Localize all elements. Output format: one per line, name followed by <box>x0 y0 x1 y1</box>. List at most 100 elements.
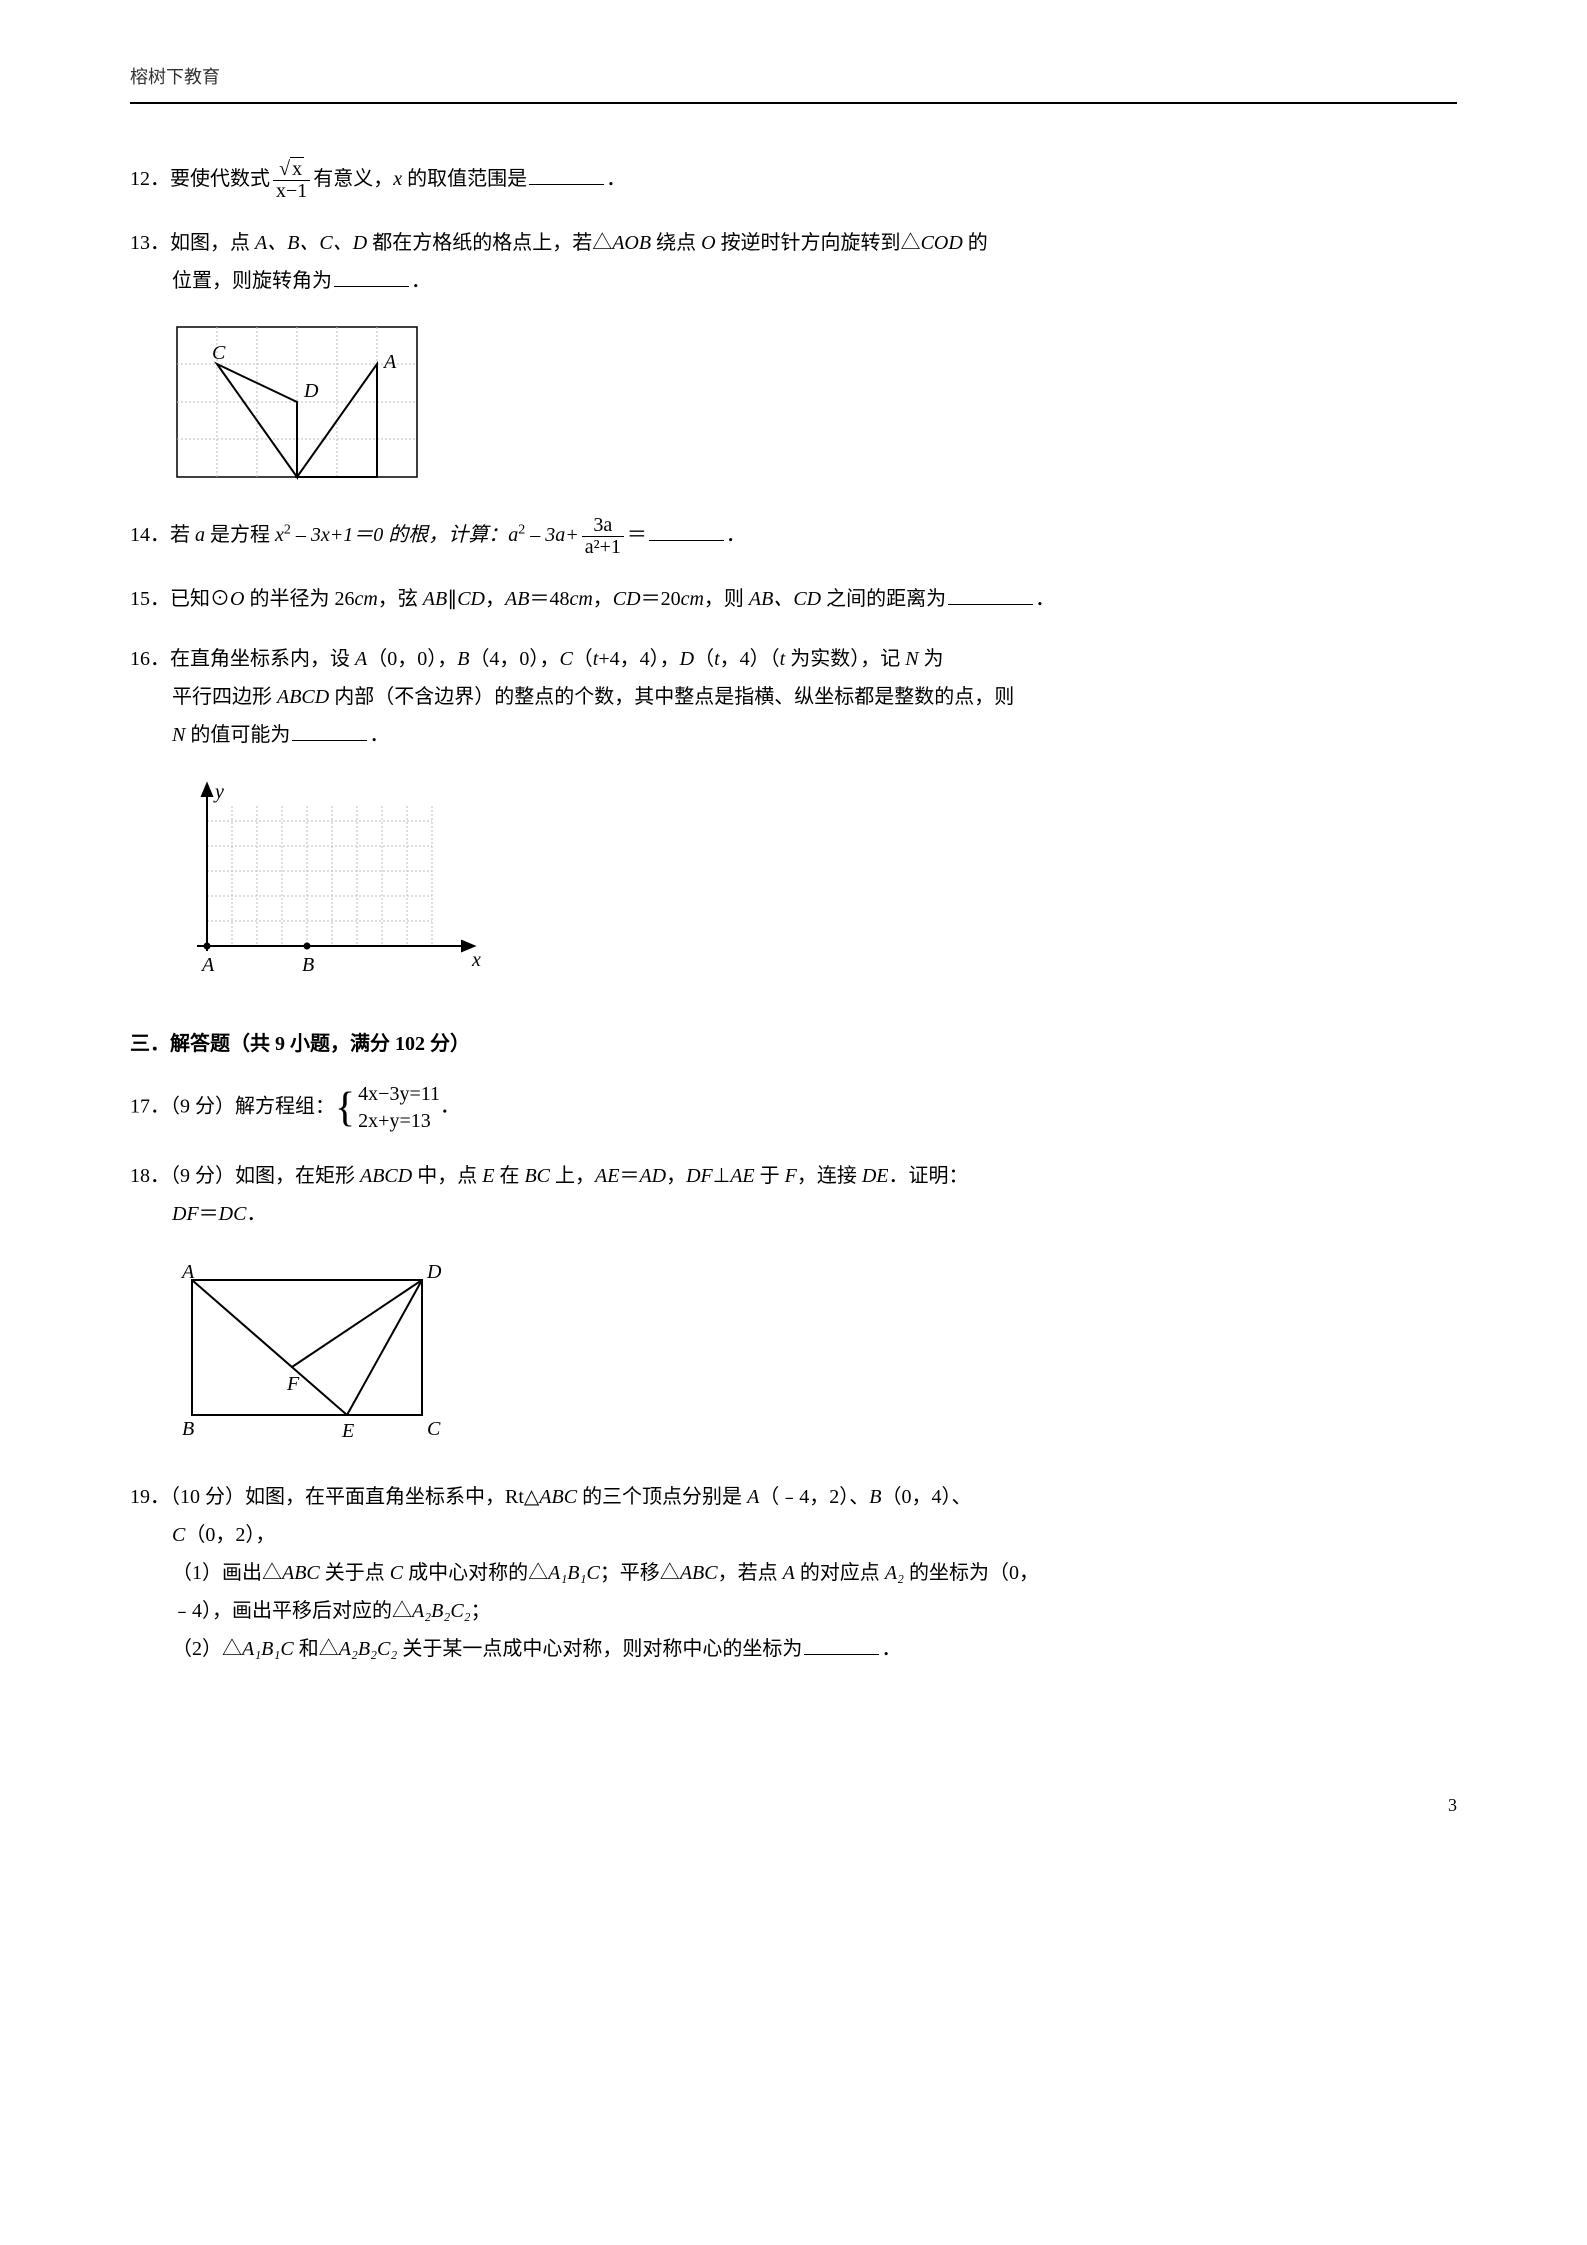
q17-text: 解方程组： <box>235 1096 335 1118</box>
q19-l1a: 如图，在平面直角坐标系中，Rt△ <box>245 1486 539 1508</box>
q18-l1b: 中，点 <box>412 1165 482 1187</box>
q16-D: D <box>680 648 694 670</box>
q15-end: ． <box>1035 588 1055 610</box>
q19-p1h: ﹣4），画出平移后对应的△ <box>172 1600 412 1622</box>
q18-DE: DE <box>862 1165 889 1187</box>
q19-C2: C <box>390 1562 403 1584</box>
q18-lF: F <box>286 1373 300 1395</box>
q18-perp: ⊥ <box>713 1165 730 1187</box>
q16-Bp: （4，0） <box>469 648 539 670</box>
q16-label-x: x <box>471 949 481 971</box>
q16-Ap: （0，0） <box>367 648 437 670</box>
question-14: 14．若 a 是方程 x2 – 3x+1＝0 的根，计算：a2 – 3a+3aa… <box>130 515 1457 558</box>
q12-frac-num: x <box>290 157 304 180</box>
q12-post2: 的取值范围是 <box>402 168 527 190</box>
q18-figure: A D F B E C <box>172 1255 1457 1458</box>
q12-var: x <box>393 168 402 190</box>
q12-post1: 有意义， <box>313 168 393 190</box>
q16-l2a: 平行四边形 <box>172 686 277 708</box>
q19-semi: ； <box>471 1600 491 1622</box>
q17-pts: （9 分） <box>170 1096 235 1118</box>
q18-DF: DF <box>686 1165 713 1187</box>
q18-lC: C <box>427 1418 441 1440</box>
q15-par: ∥ <box>447 588 457 610</box>
q16-label-a: A <box>200 954 215 976</box>
q19-B: B <box>869 1486 881 1508</box>
q16-l2b: 内部（不含边界）的整点的个数，其中整点是指横、纵坐标都是整数的点，则 <box>329 686 1014 708</box>
q13-svg: C A D O B <box>172 322 422 482</box>
q16-l1c: 为 <box>919 648 944 670</box>
q17-eqstack: 4x−3y=112x+y=13 <box>358 1081 440 1135</box>
question-16: 16．在直角坐标系内，设 A（0，0），B（4，0），C（t+4，4），D（t，… <box>130 640 1457 754</box>
q18-ABCD: ABCD <box>360 1165 412 1187</box>
q14-exprmid: – 3a+ <box>525 524 579 546</box>
q18-E: E <box>482 1165 494 1187</box>
q18-lA: A <box>180 1261 195 1283</box>
q13-label-d: D <box>303 380 319 402</box>
question-19: 19．（10 分）如图，在平面直角坐标系中，Rt△ABC 的三个顶点分别是 A（… <box>130 1478 1457 1668</box>
q14-eqrest: – 3x+1＝0 的根，计算： <box>291 524 508 546</box>
q18-end: ． <box>246 1203 266 1225</box>
q15-cd: CD <box>457 588 485 610</box>
q19-p1f: 的对应点 <box>795 1562 885 1584</box>
q16-N2: N <box>172 724 185 746</box>
q15-cm2: cm <box>569 588 592 610</box>
q13-t2: COD <box>921 232 963 254</box>
q14-equals: ＝ <box>627 524 647 546</box>
q15-abv: AB <box>505 588 529 610</box>
q16-Dpo: （ <box>694 648 714 670</box>
q16-l1b: ，记 <box>860 648 905 670</box>
q19-p1a: （1）画出△ <box>172 1562 282 1584</box>
q16-tno: （ <box>770 648 780 670</box>
q18-DC: DC <box>219 1203 247 1225</box>
q13-pts: A、B、C、D <box>255 232 367 254</box>
q16-end: ． <box>369 724 389 746</box>
q16-l3a: 的值可能为 <box>185 724 290 746</box>
q18-l1e: 于 <box>755 1165 785 1187</box>
q19-l1b: 的三个顶点分别是 <box>577 1486 747 1508</box>
q17-brace: { <box>335 1087 355 1129</box>
q14-mid1: 是方程 <box>205 524 275 546</box>
q13-l2a: 位置，则旋转角为 <box>172 270 332 292</box>
q15-mid2: ，弦 <box>378 588 423 610</box>
q14-expra: a <box>508 524 518 546</box>
q18-pts: （9 分） <box>170 1165 235 1187</box>
q19-A: A <box>747 1486 759 1508</box>
q16-svg: y x A B <box>172 776 492 986</box>
q13-l1e: 的 <box>963 232 988 254</box>
q15-ab2: AB、CD <box>749 588 821 610</box>
q16-c2: ， <box>539 648 559 670</box>
q13-label-o: O <box>290 480 304 482</box>
q19-ABC3: ABC <box>680 1562 718 1584</box>
q19-C: C <box>172 1524 185 1546</box>
q15-o: O <box>230 588 244 610</box>
q19-c: 、 <box>849 1486 869 1508</box>
q19-A2s: A₂ <box>885 1562 904 1584</box>
q15-cm1: cm <box>354 588 377 610</box>
q19-A2B2C2: A₂B₂C₂ <box>412 1600 471 1622</box>
q15-cdv: CD <box>613 588 641 610</box>
q18-l2: ＝ <box>199 1203 219 1225</box>
q14-pre: 若 <box>170 524 195 546</box>
q19-p1b: 关于点 <box>320 1562 390 1584</box>
q13-figure: C A D O B <box>172 322 1457 495</box>
q19-pts: （10 分） <box>170 1486 245 1508</box>
q15-ab: AB <box>423 588 447 610</box>
q13-l1b: 都在方格纸的格点上，若△ <box>367 232 612 254</box>
q18-lD: D <box>426 1261 442 1283</box>
q15-blank <box>948 583 1033 605</box>
q18-eq: ＝ <box>619 1165 639 1187</box>
q18-AD: AD <box>639 1165 666 1187</box>
q19-ABC: ABC <box>539 1486 577 1508</box>
q19-p1g: 的坐标为（0， <box>904 1562 1039 1584</box>
q13-num: 13． <box>130 232 170 254</box>
header-rule <box>130 102 1457 104</box>
q14-blank <box>649 519 724 541</box>
q13-label-b: B <box>372 480 384 482</box>
q18-AE2: AE <box>730 1165 754 1187</box>
q19-comma: ， <box>255 1524 275 1546</box>
q14-eq: x <box>275 524 284 546</box>
q15-mid1: 的半径为 26 <box>244 588 354 610</box>
q16-Cpo: （ <box>573 648 593 670</box>
q19-A2B2C22: A₂B₂C₂ <box>339 1638 398 1660</box>
